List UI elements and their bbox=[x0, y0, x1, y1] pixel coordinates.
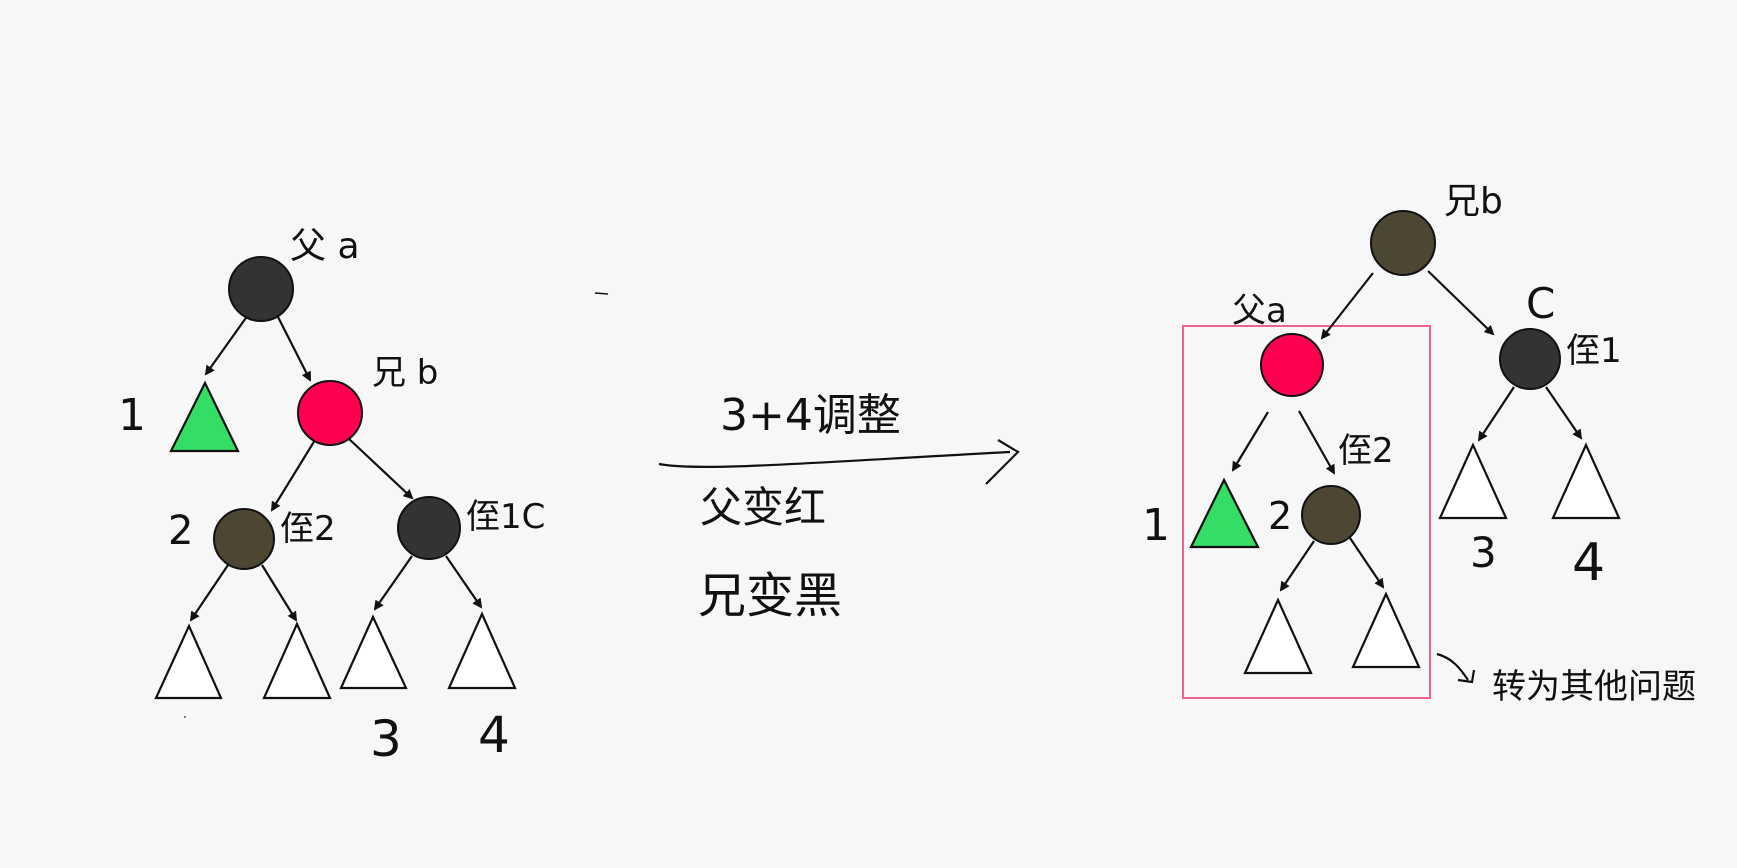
edge-nephew1-leaf4-r bbox=[1545, 386, 1583, 440]
leaf-subtree-3 bbox=[339, 614, 408, 690]
box-note: 转为其他问题 bbox=[1492, 667, 1696, 707]
parent-label: 父 a bbox=[290, 226, 360, 267]
brother-node bbox=[297, 380, 363, 446]
stray-mark bbox=[594, 292, 609, 295]
stray-dot bbox=[184, 716, 186, 718]
subtree1-green-r bbox=[1189, 477, 1260, 549]
nephew2-label: 侄2 bbox=[280, 509, 336, 549]
leaf3-number: 3 bbox=[370, 710, 402, 768]
nephew1-node-r bbox=[1499, 328, 1561, 390]
nephew2-number: 2 bbox=[168, 508, 193, 554]
leaf-subtree-b-r bbox=[1351, 591, 1421, 669]
nephew1-c-r: C bbox=[1526, 279, 1555, 328]
leaf3-number-r: 3 bbox=[1470, 528, 1497, 577]
edge-nephew2-leftleaf bbox=[189, 564, 229, 622]
edge-parent-brother bbox=[276, 314, 311, 382]
note-parent-red: 父变红 bbox=[700, 483, 826, 532]
left-tree: 父 a 1 兄 b 2 侄2 侄1C 3 4 bbox=[118, 226, 609, 768]
edge-brother-nephew2 bbox=[270, 439, 316, 512]
edge-parent-subtree1 bbox=[1231, 411, 1269, 472]
leaf-subtree-3-r bbox=[1438, 442, 1508, 520]
leaf-subtree-a bbox=[154, 623, 223, 700]
parent-label-r: 父a bbox=[1232, 291, 1287, 331]
edge-parent-nephew2 bbox=[1298, 410, 1335, 475]
leaf-subtree-4-r bbox=[1551, 442, 1621, 520]
transform-label: 3+4调整 bbox=[720, 390, 901, 441]
nephew1-node bbox=[397, 496, 461, 560]
uncle-subtree-green bbox=[169, 380, 240, 453]
edge-nephew1-leaf4 bbox=[445, 555, 483, 609]
parent-node-r bbox=[1260, 333, 1324, 397]
root-label-r: 兄b bbox=[1444, 181, 1503, 222]
edge-nephew2-rightleaf-r bbox=[1349, 537, 1385, 589]
leaf4-number-r: 4 bbox=[1572, 533, 1605, 593]
leaf-subtree-a-r bbox=[1243, 597, 1313, 675]
nephew1-label-r: 侄1 bbox=[1566, 331, 1622, 371]
leaf-subtree-4 bbox=[447, 611, 517, 690]
note-brother-black: 兄变黑 bbox=[698, 568, 842, 624]
nephew2-node-r bbox=[1301, 485, 1361, 545]
edge-parent-uncle bbox=[204, 314, 249, 376]
nephew1-label: 侄1C bbox=[466, 497, 545, 537]
nephew2-label-r: 侄2 bbox=[1338, 431, 1394, 471]
subtree1-number-r: 1 bbox=[1142, 500, 1170, 551]
transform-arrow-line bbox=[658, 450, 1011, 469]
transform-arrow-head bbox=[985, 439, 1020, 485]
leaf4-number: 4 bbox=[478, 706, 510, 764]
uncle-number: 1 bbox=[118, 390, 146, 441]
edge-nephew1-leaf3-r bbox=[1477, 386, 1515, 442]
edge-root-nephew1 bbox=[1427, 270, 1495, 336]
nephew2-number-r: 2 bbox=[1268, 494, 1292, 538]
edge-nephew1-leaf3 bbox=[373, 555, 413, 611]
note-arrow bbox=[1436, 652, 1476, 684]
nephew2-node bbox=[213, 508, 275, 570]
transform-section: 3+4调整 父变红 兄变黑 bbox=[658, 390, 1020, 624]
edge-nephew2-leftleaf-r bbox=[1279, 540, 1315, 592]
parent-node bbox=[228, 256, 294, 322]
edge-nephew2-rightleaf bbox=[261, 564, 298, 622]
edge-brother-nephew1 bbox=[347, 437, 414, 500]
edge-root-parent bbox=[1320, 272, 1374, 340]
brother-label: 兄 b bbox=[372, 353, 438, 393]
root-brother-node bbox=[1370, 210, 1436, 276]
leaf-subtree-b bbox=[262, 621, 332, 700]
right-tree: 兄b 父a C 侄1 侄2 1 2 3 4 转为其他问题 bbox=[1142, 181, 1696, 707]
highlight-box bbox=[1182, 325, 1431, 699]
